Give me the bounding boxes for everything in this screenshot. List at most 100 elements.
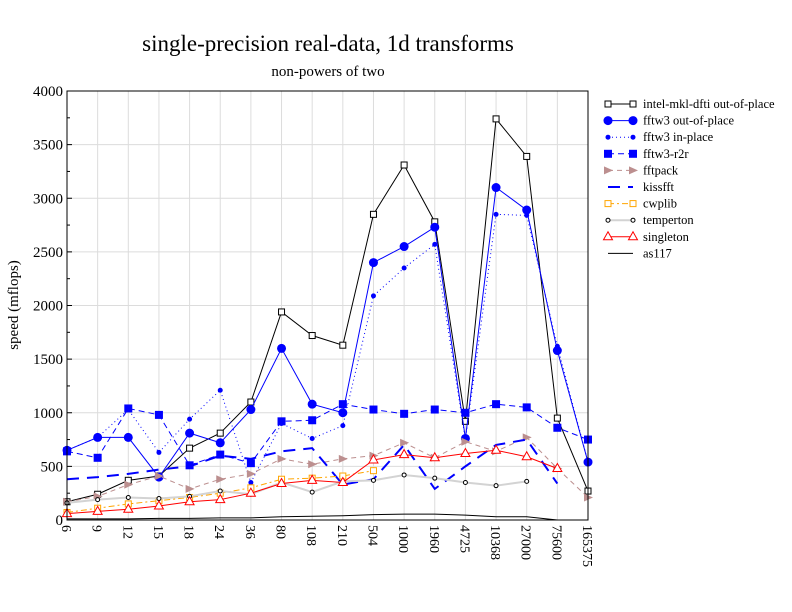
series-as117 <box>67 513 558 521</box>
data-point <box>216 475 226 484</box>
data-point <box>630 134 636 140</box>
x-tick-label: 10368 <box>487 525 502 560</box>
series-group <box>61 115 593 521</box>
data-point <box>277 343 287 353</box>
data-point <box>493 211 499 217</box>
data-point <box>553 414 561 422</box>
data-point <box>308 460 318 469</box>
data-point <box>603 116 613 126</box>
data-point <box>399 242 409 252</box>
data-point <box>370 477 376 483</box>
x-tick-label: 1000 <box>395 525 410 553</box>
x-tick-label: 24 <box>211 525 226 539</box>
data-point <box>602 230 614 241</box>
x-tick-label: 75600 <box>548 525 563 560</box>
legend-item: cwplib <box>604 197 677 211</box>
data-point <box>630 217 636 223</box>
data-point <box>551 462 563 473</box>
series-temperton <box>64 472 530 506</box>
data-point <box>245 487 257 497</box>
data-point <box>246 469 256 478</box>
axes: 6 9 12 15 18 24 36 80 108 210 504 1000 1960 4725 10368… <box>33 84 594 567</box>
x-tick-label: 4725 <box>456 525 471 553</box>
data-point <box>308 416 317 425</box>
x-tick-label: 210 <box>334 525 349 546</box>
data-point <box>430 222 440 232</box>
data-point <box>246 405 256 415</box>
data-point <box>429 451 441 462</box>
series-line <box>66 213 589 484</box>
data-point <box>432 241 438 247</box>
x-tick-label: 504 <box>364 525 379 546</box>
chart-title: single-precision real-data, 1d transform… <box>142 31 514 56</box>
data-point <box>123 432 133 442</box>
data-point <box>398 448 410 459</box>
x-tick-label: 80 <box>273 525 288 539</box>
data-point <box>368 258 378 268</box>
data-point <box>604 149 612 158</box>
data-point <box>629 149 637 158</box>
legend-label: kissfft <box>643 180 675 194</box>
data-point <box>461 437 471 446</box>
data-point <box>401 265 407 271</box>
data-point <box>217 488 223 494</box>
legend-label: intel-mkl-dfti out-of-place <box>643 97 775 111</box>
legend-item: as117 <box>608 246 672 260</box>
data-point <box>492 115 500 123</box>
series-line <box>66 436 589 503</box>
data-point <box>521 450 533 461</box>
data-point <box>493 483 499 489</box>
x-tick-label: 6 <box>58 525 73 532</box>
data-point <box>604 100 612 108</box>
data-point <box>369 405 378 414</box>
data-point <box>522 205 532 215</box>
data-point <box>216 450 225 459</box>
data-point <box>156 449 162 455</box>
legend-item: fftw3 in-place <box>605 130 714 144</box>
y-tick-label: 500 <box>41 459 64 475</box>
data-point <box>629 200 637 208</box>
legend-item: fftw3-r2r <box>604 147 689 161</box>
data-point <box>185 484 195 493</box>
data-point <box>307 399 317 409</box>
x-tick-label: 15 <box>150 525 165 539</box>
data-point <box>337 476 349 486</box>
data-point <box>248 479 254 485</box>
y-tick-label: 2500 <box>33 245 63 261</box>
data-point <box>95 434 101 440</box>
data-point <box>629 100 637 108</box>
data-point <box>247 398 255 406</box>
data-point <box>278 308 286 316</box>
data-point <box>95 497 101 503</box>
data-point <box>276 477 287 488</box>
y-tick-label: 1000 <box>33 406 63 422</box>
y-tick-label: 1500 <box>33 352 63 368</box>
legend-item: intel-mkl-dfti out-of-place <box>604 97 775 111</box>
series-kissfft <box>66 438 559 491</box>
x-tick-label: 27000 <box>518 525 533 560</box>
x-tick-label: 165375 <box>579 525 594 567</box>
data-point <box>604 200 612 208</box>
data-point <box>490 444 502 454</box>
legend-label: fftw3 in-place <box>643 130 714 144</box>
x-tick-label: 9 <box>89 525 104 532</box>
data-point <box>432 475 438 481</box>
data-point <box>216 429 224 437</box>
y-tick-label: 3500 <box>33 138 63 154</box>
data-point <box>552 346 562 356</box>
series-line <box>66 403 589 466</box>
data-point <box>369 210 377 218</box>
data-point <box>462 479 468 485</box>
y-tick-label: 2000 <box>33 299 63 315</box>
legend-label: cwplib <box>643 197 677 211</box>
data-point <box>185 461 194 470</box>
data-point <box>605 217 611 223</box>
legend-item: singleton <box>602 230 690 244</box>
data-point <box>338 408 348 418</box>
series-intel-mkl-dfti-out-of-place <box>63 115 592 506</box>
data-point <box>461 417 469 425</box>
legend-label: fftpack <box>643 163 679 177</box>
x-tick-label: 108 <box>303 525 318 546</box>
data-point <box>156 496 162 502</box>
data-point <box>523 152 531 160</box>
